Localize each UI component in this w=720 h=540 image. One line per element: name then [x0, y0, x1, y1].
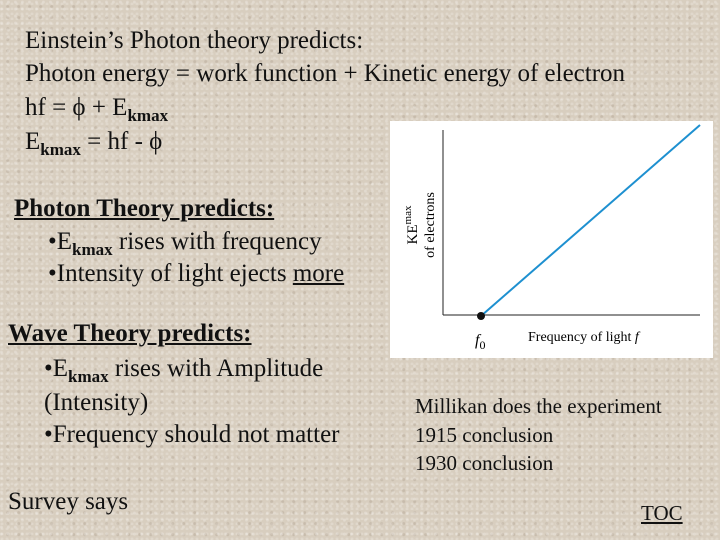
bullet: •Frequency should not matter: [44, 421, 340, 448]
subscript: kmax: [68, 367, 109, 386]
bullet: •Ekmax rises with frequency: [48, 229, 322, 258]
formula: Ekmax = hf - ϕ: [25, 129, 162, 158]
subscript: kmax: [40, 140, 81, 159]
threshold-point: [477, 312, 485, 320]
bullet-text: •E: [48, 228, 73, 255]
note: Millikan does the experiment: [415, 394, 662, 418]
bullet: •Ekmax rises with Amplitude: [44, 356, 323, 385]
bullet: •Intensity of light ejects more: [48, 261, 344, 286]
formula-text: hf = ϕ + E: [25, 94, 128, 121]
bullet-text: rises with Amplitude: [108, 355, 324, 382]
bullet-continuation: (Intensity): [44, 389, 149, 416]
note: 1915 conclusion: [415, 423, 554, 447]
figure: KEmax of electrons f0 Frequency of light…: [390, 121, 713, 358]
formula-text: = hf - ϕ: [80, 128, 163, 155]
note: 1930 conclusion: [415, 451, 554, 475]
section-title: Photon Theory predicts:: [14, 195, 275, 222]
y-label: KEmax: [402, 205, 421, 244]
emphasis: more: [292, 260, 345, 287]
equation: Photon energy = work function + Kinetic …: [25, 60, 626, 87]
ke-line: [480, 124, 701, 317]
x-label: Frequency of light f: [528, 330, 641, 345]
formula-text: E: [25, 128, 41, 155]
y-label-line2: of electrons: [423, 192, 438, 258]
x-label-var: f: [635, 330, 641, 345]
subscript: kmax: [127, 106, 169, 125]
toc-link[interactable]: TOC: [641, 501, 683, 525]
bullet-text: rises with frequency: [112, 228, 322, 255]
formula: hf = ϕ + Ekmax: [25, 95, 168, 124]
y-label-text: KE: [405, 224, 421, 244]
y-label-sub: max: [402, 205, 414, 224]
origin-label-text: f: [475, 332, 482, 349]
toc-container: TOC: [641, 503, 683, 524]
origin-label: f0: [475, 332, 485, 352]
origin-label-sub: 0: [479, 338, 485, 352]
subscript: kmax: [72, 240, 113, 259]
survey: Survey says: [8, 488, 129, 515]
bullet-text: •Intensity of light ejects: [48, 260, 293, 287]
bullet-text: •E: [44, 355, 69, 382]
section-title: Wave Theory predicts:: [8, 320, 252, 347]
heading: Einstein’s Photon theory predicts:: [25, 27, 364, 54]
x-label-text: Frequency of light: [528, 330, 635, 345]
